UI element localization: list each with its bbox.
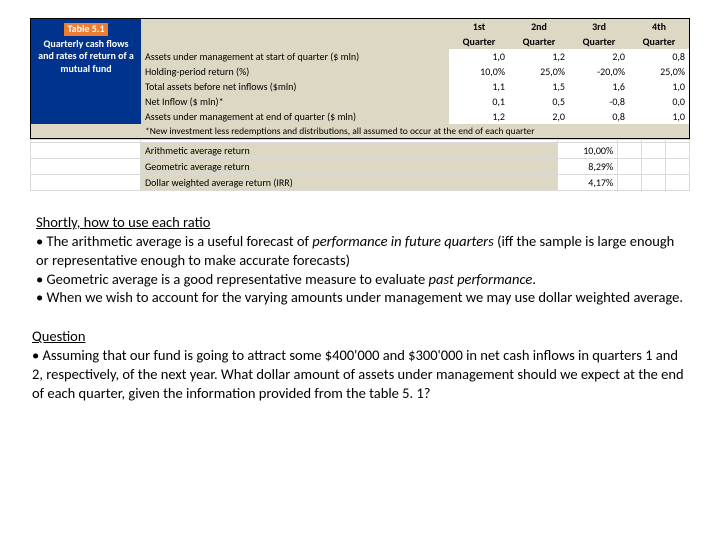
summary-row: Arithmetic average return 10,00% bbox=[31, 143, 690, 159]
question-heading: Question bbox=[32, 327, 85, 345]
table-number-label: Table 5.1 bbox=[64, 23, 107, 36]
row-label: Total assets before net inflows ($mln) bbox=[141, 79, 449, 94]
table-footnote: *New investment less redemptions and dis… bbox=[31, 124, 689, 138]
col-head-1b: Quarter bbox=[449, 34, 509, 49]
row-label: Holding-period return (%) bbox=[141, 64, 449, 79]
summary-label: Geometric average return bbox=[141, 159, 558, 175]
summary-row: Geometric average return 8,29% bbox=[31, 159, 690, 175]
question-text: Question • Assuming that our fund is goi… bbox=[30, 327, 690, 402]
summary-value: 10,00% bbox=[558, 143, 618, 159]
summary-value: 4,17% bbox=[558, 175, 618, 191]
col-head-4a: 4th bbox=[629, 19, 689, 34]
col-head-1a: 1st bbox=[449, 19, 509, 34]
col-head-2a: 2nd bbox=[509, 19, 569, 34]
question-body: • Assuming that our fund is going to att… bbox=[32, 346, 688, 403]
summary-row: Dollar weighted average return (IRR) 4,1… bbox=[31, 175, 690, 191]
summary-value: 8,29% bbox=[558, 159, 618, 175]
explanation-text: Shortly, how to use each ratio • The ari… bbox=[30, 213, 690, 307]
col-head-4b: Quarter bbox=[629, 34, 689, 49]
data-table: Table 5.1 Quarterly cash flows and rates… bbox=[30, 18, 690, 139]
table-title-cell: Table 5.1 Quarterly cash flows and rates… bbox=[31, 19, 141, 124]
row-label: Assets under management at start of quar… bbox=[141, 49, 449, 64]
summary-table: Arithmetic average return 10,00% Geometr… bbox=[30, 139, 690, 191]
summary-label: Arithmetic average return bbox=[141, 143, 558, 159]
explanation-heading: Shortly, how to use each ratio bbox=[36, 213, 210, 231]
col-head-3a: 3rd bbox=[569, 19, 629, 34]
row-label: Net Inflow ($ mln)* bbox=[141, 94, 449, 109]
col-head-3b: Quarter bbox=[569, 34, 629, 49]
table-title-text: Quarterly cash flows and rates of return… bbox=[38, 37, 134, 75]
summary-label: Dollar weighted average return (IRR) bbox=[141, 175, 558, 191]
col-head-2b: Quarter bbox=[509, 34, 569, 49]
row-label: Assets under management at end of quarte… bbox=[141, 109, 449, 124]
